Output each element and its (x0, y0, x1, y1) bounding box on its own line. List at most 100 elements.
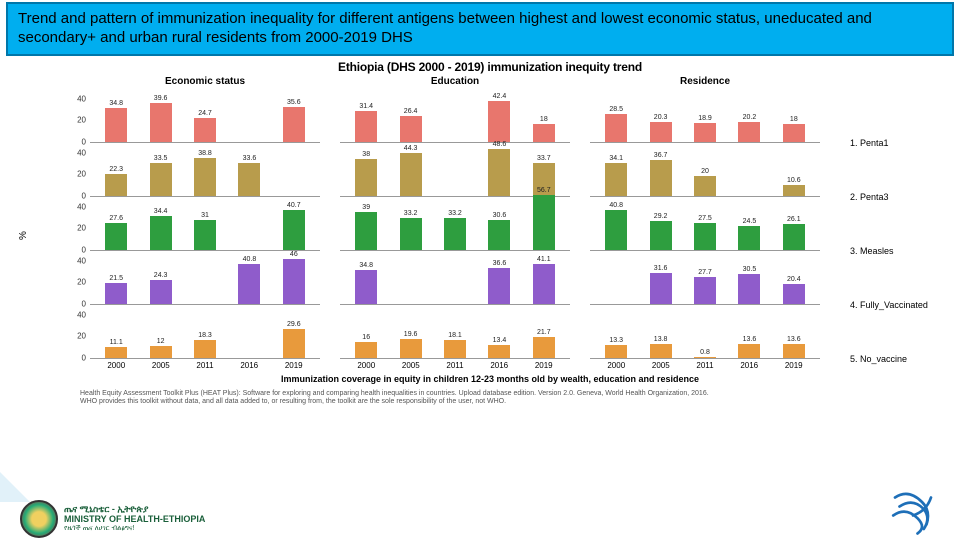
bar-group: 21.7 (522, 329, 566, 358)
bar-value-label: 18 (790, 116, 798, 123)
bar-group: 44.3 (388, 145, 432, 196)
bar-group: 20.2 (727, 114, 771, 141)
bar-value-label: 27.6 (109, 215, 123, 222)
bar (400, 116, 422, 141)
bar (105, 283, 127, 304)
bar (783, 124, 805, 141)
y-tick: 20 (66, 116, 86, 125)
chart-panel: 31.627.730.520.4 (590, 251, 820, 305)
y-tick: 20 (66, 332, 86, 341)
bar (783, 185, 805, 195)
chart-panel: 0204011.11218.329.6 (90, 305, 320, 359)
bar (355, 159, 377, 195)
bar-value-label: 26.4 (404, 108, 418, 115)
bar-value-label: 13.4 (493, 337, 507, 344)
bar-value-label: 24.7 (198, 110, 212, 117)
partner-logo-icon (886, 484, 940, 538)
moh-subtitle: የዜጎች ጤና ለሀገር ብልፅግና! (64, 525, 205, 533)
title-banner: Trend and pattern of immunization inequa… (6, 2, 954, 56)
bar-group: 18 (772, 116, 816, 141)
bar (533, 195, 555, 249)
bar-group: 39.6 (138, 95, 182, 141)
bar (355, 212, 377, 249)
bar-value-label: 34.1 (609, 155, 623, 162)
y-tick: 40 (66, 149, 86, 158)
bar-value-label: 31.4 (359, 103, 373, 110)
bar (150, 346, 172, 358)
bar-group: 20.3 (638, 114, 682, 141)
x-tick: 2000 (357, 361, 375, 370)
x-tick: 2019 (285, 361, 303, 370)
bar-value-label: 33.6 (243, 155, 257, 162)
bar-group: 34.8 (344, 262, 388, 303)
bar (650, 221, 672, 249)
bar-value-label: 29.6 (287, 321, 301, 328)
bar (283, 259, 305, 303)
bar (605, 345, 627, 358)
bar-value-label: 36.7 (654, 152, 668, 159)
bar-value-label: 56.7 (537, 187, 551, 194)
bar-group: 38 (344, 151, 388, 195)
bar (105, 174, 127, 195)
bar-group (727, 195, 771, 196)
bar (694, 223, 716, 249)
bar-group: 20 (683, 168, 727, 195)
bar-value-label: 13.3 (609, 337, 623, 344)
bar (694, 277, 716, 304)
bar-group: 13.6 (727, 336, 771, 357)
bar-value-label: 41.1 (537, 256, 551, 263)
bar (194, 118, 216, 142)
bar-group: 48.6 (477, 141, 521, 196)
bar (605, 114, 627, 141)
x-labels: 20002005201120162019 (590, 359, 820, 370)
bar (355, 270, 377, 303)
bar-value-label: 27.7 (698, 269, 712, 276)
bar-value-label: 18.3 (198, 332, 212, 339)
x-tick: 2019 (535, 361, 553, 370)
bar-group: 38.8 (183, 150, 227, 195)
bar-value-label: 28.5 (609, 106, 623, 113)
y-tick: 20 (66, 224, 86, 233)
bar-value-label: 26.1 (787, 216, 801, 223)
bar (650, 122, 672, 141)
bar-group: 19.6 (388, 331, 432, 358)
x-labels: 20002005201120162019 (90, 359, 320, 370)
footer-logos: ጤና ሚኒስቴር - ኢትዮጵያ MINISTRY OF HEALTH-ETHI… (0, 484, 960, 538)
x-axis-title: Immunization coverage in equity in child… (40, 374, 940, 384)
bar (488, 268, 510, 303)
bar-value-label: 19.6 (404, 331, 418, 338)
bar-value-label: 38 (362, 151, 370, 158)
bar-group: 13.8 (638, 336, 682, 357)
bar-group: 29.6 (272, 321, 316, 357)
bar (400, 339, 422, 358)
row-label: 3. Measles (850, 224, 950, 278)
bar-group: 30.6 (477, 212, 521, 249)
bar-value-label: 30.5 (743, 266, 757, 273)
bar (400, 218, 422, 250)
y-tick: 0 (66, 299, 86, 308)
bar-group (183, 303, 227, 304)
bar-group (227, 249, 271, 250)
bar (738, 226, 760, 250)
bar-group: 34.1 (594, 155, 638, 196)
bar-group: 13.6 (772, 336, 816, 357)
bar-value-label: 20.2 (743, 114, 757, 121)
bar-value-label: 39.6 (154, 95, 168, 102)
bar (533, 264, 555, 303)
bar (650, 273, 672, 303)
bar-group: 18.3 (183, 332, 227, 358)
bar (194, 340, 216, 358)
bar (694, 357, 716, 358)
bar-value-label: 24.5 (743, 218, 757, 225)
chart-title: Ethiopia (DHS 2000 - 2019) immunization … (40, 60, 940, 74)
bar (488, 101, 510, 142)
y-tick: 0 (66, 245, 86, 254)
bar (783, 284, 805, 304)
bar-group (433, 141, 477, 142)
chart-grid: 0204034.839.624.735.60204022.333.538.833… (80, 89, 830, 370)
chart-panel: 0204022.333.538.833.6 (90, 143, 320, 197)
bar (444, 218, 466, 250)
bar (605, 163, 627, 196)
bar-group: 41.1 (522, 256, 566, 303)
x-tick: 2011 (696, 361, 713, 370)
